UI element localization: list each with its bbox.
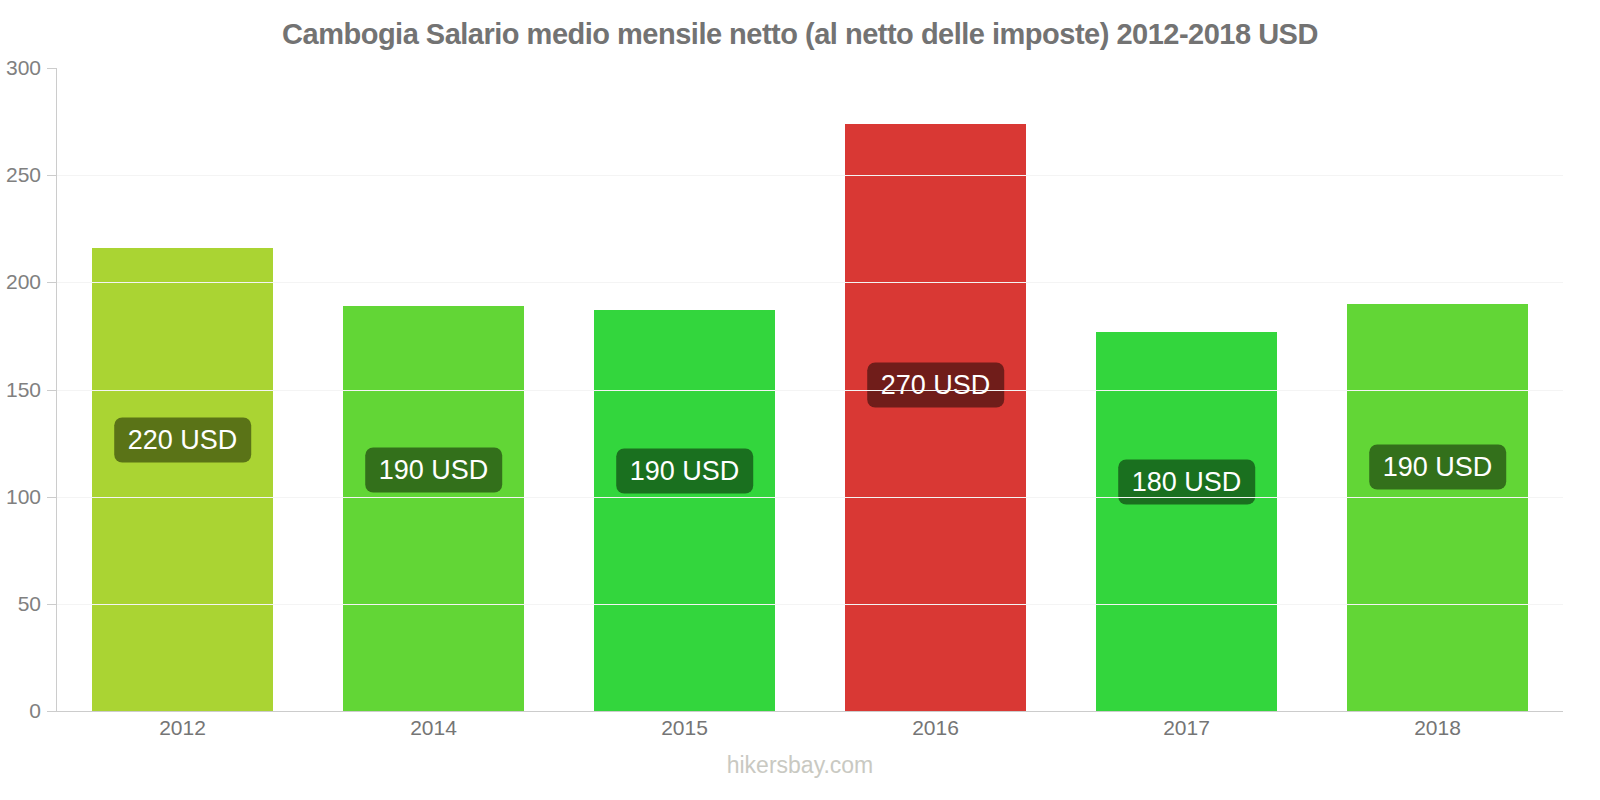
y-tick-300 [47,68,57,69]
y-tick-50 [47,604,57,605]
gridline-250 [57,175,1563,176]
y-tick-label-300: 300 [6,56,41,80]
x-tick-label-2015: 2015 [559,716,810,740]
y-tick-100 [47,497,57,498]
y-tick-label-250: 250 [6,163,41,187]
y-tick-150 [47,390,57,391]
chart-title: Cambogia Salario medio mensile netto (al… [0,18,1600,51]
x-tick-label-2017: 2017 [1061,716,1312,740]
bar-2015[interactable]: 190 USD [594,310,775,711]
bar-value-badge-2016: 270 USD [867,363,1005,408]
plot-area: 220 USD190 USD190 USD270 USD180 USD190 U… [57,68,1563,711]
bar-value-badge-2015: 190 USD [616,448,754,493]
chart-container: Cambogia Salario medio mensile netto (al… [0,0,1600,800]
footer: hikersbay.com [0,752,1600,779]
y-tick-label-100: 100 [6,485,41,509]
bar-2012[interactable]: 220 USD [92,248,273,711]
bar-2016[interactable]: 270 USD [845,124,1026,711]
bar-value-badge-2012: 220 USD [114,418,252,463]
footer-link[interactable]: hikersbay.com [727,752,874,778]
y-tick-0 [47,711,57,712]
y-tick-label-200: 200 [6,270,41,294]
x-tick-label-2012: 2012 [57,716,308,740]
bar-2018[interactable]: 190 USD [1347,304,1528,711]
bar-value-badge-2014: 190 USD [365,447,503,492]
y-tick-label-0: 0 [29,699,41,723]
x-tick-label-2016: 2016 [810,716,1061,740]
x-axis-labels: 201220142015201620172018 [57,716,1563,740]
x-tick-label-2018: 2018 [1312,716,1563,740]
gridline-100 [57,497,1563,498]
gridline-150 [57,390,1563,391]
x-axis-line [56,711,1563,712]
y-tick-250 [47,175,57,176]
gridline-200 [57,282,1563,283]
y-tick-label-50: 50 [18,592,41,616]
bar-value-badge-2018: 190 USD [1369,444,1507,489]
gridline-50 [57,604,1563,605]
x-tick-label-2014: 2014 [308,716,559,740]
bar-2014[interactable]: 190 USD [343,306,524,711]
y-tick-label-150: 150 [6,378,41,402]
y-tick-200 [47,282,57,283]
